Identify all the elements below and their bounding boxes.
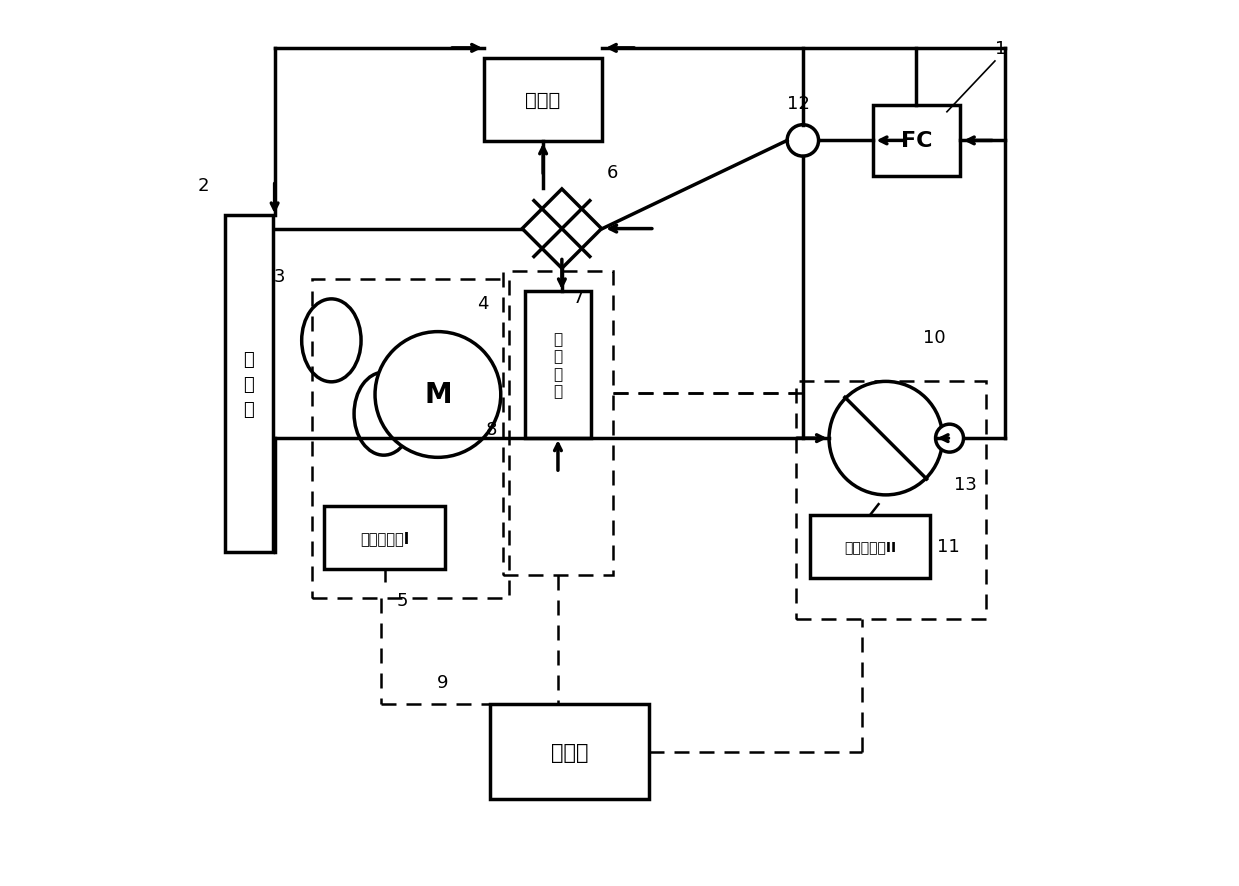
FancyBboxPatch shape	[484, 59, 602, 142]
Text: 3: 3	[274, 268, 285, 286]
Circle shape	[375, 332, 501, 458]
Text: 膨胀箱: 膨胀箱	[525, 91, 561, 110]
FancyBboxPatch shape	[325, 507, 445, 570]
Ellipse shape	[301, 299, 361, 383]
Text: 5: 5	[396, 591, 408, 610]
Text: 13: 13	[954, 475, 976, 494]
Text: 加
热
模
组: 加 热 模 组	[554, 332, 563, 399]
FancyBboxPatch shape	[491, 704, 649, 799]
Text: 电源变换器II: 电源变换器II	[844, 540, 896, 554]
Text: FC: FC	[901, 131, 932, 152]
Text: 6: 6	[606, 164, 618, 182]
Text: 9: 9	[436, 673, 449, 692]
Circle shape	[829, 382, 943, 495]
FancyBboxPatch shape	[810, 516, 930, 579]
FancyBboxPatch shape	[224, 216, 273, 552]
Text: 11: 11	[938, 538, 960, 556]
Text: 控制器: 控制器	[551, 742, 589, 762]
Text: 8: 8	[486, 421, 497, 439]
Text: M: M	[424, 381, 452, 409]
Text: 2: 2	[197, 176, 209, 194]
Text: 4: 4	[477, 294, 488, 312]
Text: 电源变换器I: 电源变换器I	[361, 531, 409, 546]
Text: 1: 1	[995, 40, 1006, 58]
FancyBboxPatch shape	[525, 292, 591, 439]
Text: 散
热
器: 散 热 器	[244, 350, 254, 418]
Ellipse shape	[354, 373, 414, 455]
FancyBboxPatch shape	[872, 105, 960, 177]
Polygon shape	[522, 190, 602, 269]
Text: 12: 12	[787, 96, 810, 113]
Text: 10: 10	[923, 329, 945, 347]
Text: 7: 7	[572, 289, 584, 307]
Circle shape	[935, 424, 964, 453]
Circle shape	[787, 126, 819, 157]
